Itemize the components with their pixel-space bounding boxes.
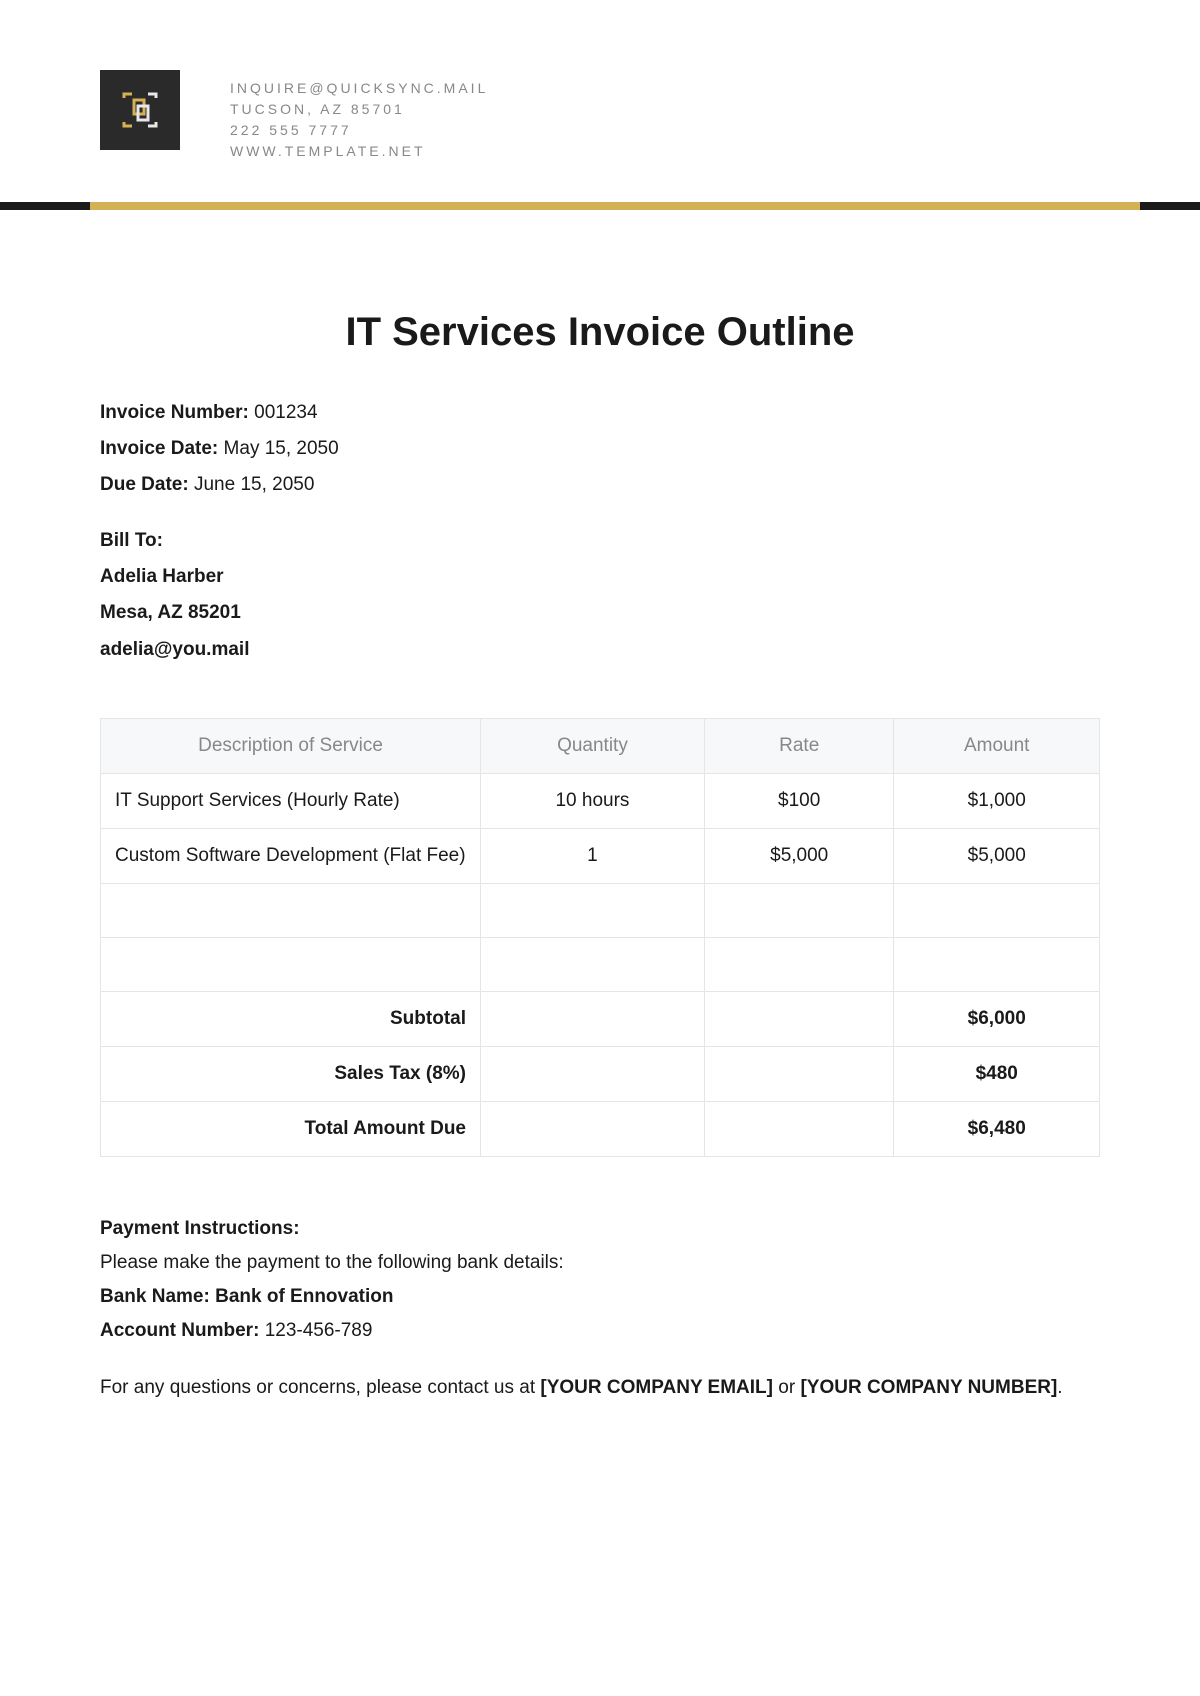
subtotal-amount: $6,000	[894, 991, 1100, 1046]
cell-amount	[894, 937, 1100, 991]
subtotal-label: Subtotal	[101, 991, 481, 1046]
cell-qty	[481, 937, 705, 991]
subtotal-row: Subtotal $6,000	[101, 991, 1100, 1046]
contact-note: For any questions or concerns, please co…	[100, 1373, 1100, 1403]
total-amount: $6,480	[894, 1101, 1100, 1156]
due-date-row: Due Date: June 15, 2050	[100, 467, 1100, 503]
col-quantity: Quantity	[481, 718, 705, 773]
account-number: 123-456-789	[265, 1320, 373, 1341]
contact-suffix: .	[1057, 1377, 1062, 1398]
divider-gold	[90, 202, 1140, 210]
contact-phone-placeholder: [YOUR COMPANY NUMBER]	[800, 1377, 1057, 1398]
invoice-number-value: 001234	[254, 402, 317, 423]
col-rate: Rate	[704, 718, 894, 773]
col-amount: Amount	[894, 718, 1100, 773]
cell-qty: 1	[481, 828, 705, 883]
col-description: Description of Service	[101, 718, 481, 773]
tax-label: Sales Tax (8%)	[101, 1046, 481, 1101]
account-row: Account Number: 123-456-789	[100, 1314, 1100, 1348]
bank-name: Bank Name: Bank of Ennovation	[100, 1280, 1100, 1314]
tax-row: Sales Tax (8%) $480	[101, 1046, 1100, 1101]
contact-mid: or	[773, 1377, 800, 1398]
company-contact: INQUIRE@QUICKSYNC.MAIL TUCSON, AZ 85701 …	[230, 70, 488, 162]
content: IT Services Invoice Outline Invoice Numb…	[0, 210, 1200, 1404]
table-header-row: Description of Service Quantity Rate Amo…	[101, 718, 1100, 773]
invoice-number-label: Invoice Number:	[100, 402, 249, 423]
due-date-value: June 15, 2050	[194, 474, 314, 495]
tax-amount: $480	[894, 1046, 1100, 1101]
cell-qty	[481, 883, 705, 937]
invoice-page: INQUIRE@QUICKSYNC.MAIL TUCSON, AZ 85701 …	[0, 0, 1200, 1696]
divider-left	[0, 202, 90, 210]
table-row	[101, 937, 1100, 991]
payment-instructions: Payment Instructions: Please make the pa…	[100, 1212, 1100, 1349]
due-date-label: Due Date:	[100, 474, 189, 495]
contact-email-placeholder: [YOUR COMPANY EMAIL]	[540, 1377, 773, 1398]
bill-to: Bill To: Adelia Harber Mesa, AZ 85201 ad…	[100, 523, 1100, 667]
invoice-meta: Invoice Number: 001234 Invoice Date: May…	[100, 395, 1100, 503]
company-phone: 222 555 7777	[230, 120, 488, 141]
cell-amount	[894, 883, 1100, 937]
company-logo	[100, 70, 180, 150]
bill-to-email: adelia@you.mail	[100, 632, 1100, 668]
invoice-date-value: May 15, 2050	[224, 438, 339, 459]
empty-cell	[481, 991, 705, 1046]
page-title: IT Services Invoice Outline	[100, 310, 1100, 355]
bill-to-heading: Bill To:	[100, 523, 1100, 559]
empty-cell	[704, 1046, 894, 1101]
table-row	[101, 883, 1100, 937]
empty-cell	[704, 1101, 894, 1156]
cell-rate	[704, 883, 894, 937]
table-row: IT Support Services (Hourly Rate) 10 hou…	[101, 773, 1100, 828]
invoice-table: Description of Service Quantity Rate Amo…	[100, 718, 1100, 1157]
total-row: Total Amount Due $6,480	[101, 1101, 1100, 1156]
cell-rate	[704, 937, 894, 991]
cell-rate: $5,000	[704, 828, 894, 883]
invoice-date-label: Invoice Date:	[100, 438, 218, 459]
table-row: Custom Software Development (Flat Fee) 1…	[101, 828, 1100, 883]
logo-icon	[116, 86, 164, 134]
company-email: INQUIRE@QUICKSYNC.MAIL	[230, 78, 488, 99]
cell-desc	[101, 937, 481, 991]
cell-desc: IT Support Services (Hourly Rate)	[101, 773, 481, 828]
company-address: TUCSON, AZ 85701	[230, 99, 488, 120]
cell-desc: Custom Software Development (Flat Fee)	[101, 828, 481, 883]
header: INQUIRE@QUICKSYNC.MAIL TUCSON, AZ 85701 …	[0, 0, 1200, 162]
cell-desc	[101, 883, 481, 937]
divider-bar	[0, 202, 1200, 210]
payment-heading: Payment Instructions:	[100, 1212, 1100, 1246]
divider-right	[1140, 202, 1200, 210]
empty-cell	[481, 1101, 705, 1156]
bill-to-address: Mesa, AZ 85201	[100, 595, 1100, 631]
payment-intro: Please make the payment to the following…	[100, 1246, 1100, 1280]
bill-to-name: Adelia Harber	[100, 559, 1100, 595]
cell-amount: $5,000	[894, 828, 1100, 883]
cell-amount: $1,000	[894, 773, 1100, 828]
total-label: Total Amount Due	[101, 1101, 481, 1156]
empty-cell	[704, 991, 894, 1046]
company-website: WWW.TEMPLATE.NET	[230, 141, 488, 162]
contact-prefix: For any questions or concerns, please co…	[100, 1377, 540, 1398]
account-label: Account Number:	[100, 1320, 259, 1341]
invoice-date-row: Invoice Date: May 15, 2050	[100, 431, 1100, 467]
empty-cell	[481, 1046, 705, 1101]
invoice-number-row: Invoice Number: 001234	[100, 395, 1100, 431]
cell-qty: 10 hours	[481, 773, 705, 828]
cell-rate: $100	[704, 773, 894, 828]
